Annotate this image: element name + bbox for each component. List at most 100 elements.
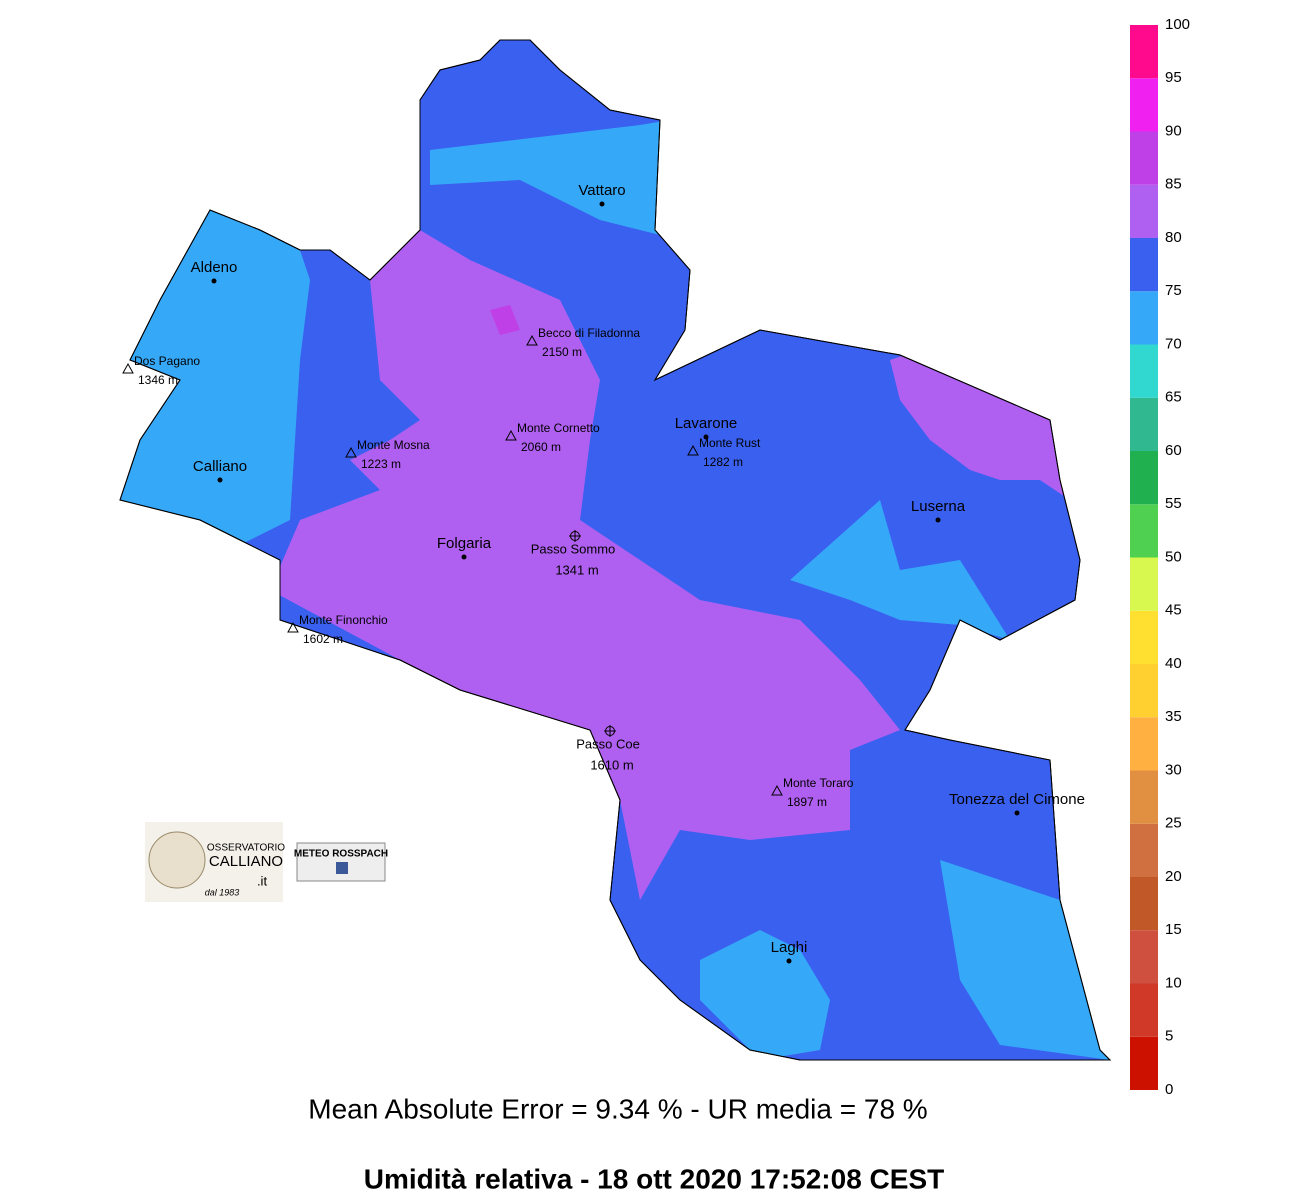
town-dot (217, 477, 223, 483)
color-band (1130, 344, 1158, 398)
colorbar-tick-label: 0 (1165, 1081, 1173, 1098)
peak-name: Monte Toraro (783, 776, 854, 790)
colorbar-tick-label: 25 (1165, 815, 1182, 832)
facebook-icon (336, 862, 348, 874)
peak-name: Becco di Filadonna (538, 326, 640, 340)
pass-elevation: 1610 m (590, 757, 633, 772)
color-band (1130, 504, 1158, 558)
zone-80-85 (270, 230, 900, 900)
town-label: Laghi (771, 939, 808, 956)
color-band (1130, 823, 1158, 877)
colorbar-tick-label: 5 (1165, 1028, 1173, 1045)
town-dot (786, 958, 792, 964)
zone-70-75 (790, 500, 1010, 640)
peak-elevation: 1897 m (787, 795, 827, 809)
peak-name: Monte Finonchio (299, 613, 388, 627)
color-band (1130, 291, 1158, 345)
peak-name: Monte Cornetto (517, 421, 600, 435)
colorbar-tick-label: 10 (1165, 974, 1182, 991)
pass-marker (569, 530, 581, 542)
colorbar-tick-label: 55 (1165, 495, 1182, 512)
area-outline (119, 39, 1112, 1061)
color-band (1130, 451, 1158, 505)
color-band (1130, 238, 1158, 292)
logo-text: CALLIANO (209, 853, 283, 870)
town-dot (935, 517, 941, 523)
zone-80-85 (890, 350, 1070, 500)
town-label: Vattaro (578, 182, 625, 199)
town-dot (599, 201, 605, 207)
color-band (1130, 664, 1158, 718)
logo-text: dal 1983 (205, 887, 240, 897)
logo-emblem (148, 831, 206, 889)
zone-85-90 (490, 305, 520, 335)
color-band (1130, 1036, 1158, 1090)
color-band (1130, 184, 1158, 238)
colorbar-tick-label: 60 (1165, 442, 1182, 459)
stats: Mean Absolute Error = 9.34 % - UR media … (308, 1093, 927, 1124)
peak-marker (526, 334, 538, 346)
peak-elevation: 1282 m (703, 455, 743, 469)
colorbar-tick-label: 30 (1165, 761, 1182, 778)
colorbar-tick-label: 65 (1165, 389, 1182, 406)
color-band (1130, 557, 1158, 611)
town-dot (211, 278, 217, 284)
color-band (1130, 983, 1158, 1037)
colorbar-tick-label: 100 (1165, 16, 1190, 33)
pass-marker (604, 725, 616, 737)
peak-elevation: 1346 m (138, 373, 178, 387)
color-band (1130, 930, 1158, 984)
pass-elevation: 1341 m (555, 562, 598, 577)
zone-70-75 (940, 860, 1110, 1060)
colorbar-tick-label: 90 (1165, 122, 1182, 139)
pass-name: Passo Sommo (531, 541, 616, 556)
color-band (1130, 25, 1158, 79)
logo-text: .it (257, 873, 268, 888)
colorbar-tick-label: 45 (1165, 602, 1182, 619)
peak-marker (122, 362, 134, 374)
peak-marker (287, 621, 299, 633)
logo-facebook: METEO ROSSPACH (294, 842, 388, 882)
town-dot (461, 554, 467, 560)
zone-70-75 (700, 930, 830, 1060)
peak-name: Monte Rust (699, 436, 761, 450)
peak-elevation: 1223 m (361, 457, 401, 471)
peak-elevation: 2060 m (521, 440, 561, 454)
color-band (1130, 770, 1158, 824)
color-band (1130, 610, 1158, 664)
colorbar-tick-label: 85 (1165, 176, 1182, 193)
town-label: Tonezza del Cimone (949, 791, 1085, 808)
peak-marker (505, 429, 517, 441)
town-label: Folgaria (437, 535, 492, 552)
peak-elevation: 2150 m (542, 345, 582, 359)
colorbar-tick-label: 95 (1165, 69, 1182, 86)
colorbar-tick-label: 80 (1165, 229, 1182, 246)
color-band (1130, 78, 1158, 132)
logo-observatory: OSSERVATORIO CALLIANO .it dal 1983 (145, 822, 285, 902)
peak-marker (687, 444, 699, 456)
colorbar-tick-label: 20 (1165, 868, 1182, 885)
peak-name: Dos Pagano (134, 354, 200, 368)
pass-name: Passo Coe (576, 736, 640, 751)
zone-70-75 (430, 120, 670, 235)
colorbar-tick-label: 40 (1165, 655, 1182, 672)
peak-marker (345, 446, 357, 458)
colorbar-tick-label: 70 (1165, 335, 1182, 352)
logo-text: OSSERVATORIO (207, 843, 285, 854)
color-band (1130, 877, 1158, 931)
town-label: Calliano (193, 458, 247, 475)
color-band (1130, 131, 1158, 185)
color-band (1130, 717, 1158, 771)
peak-name: Monte Mosna (357, 438, 430, 452)
peak-marker (771, 784, 783, 796)
town-dot (1014, 810, 1020, 816)
color-band (1130, 397, 1158, 451)
colorbar-tick-label: 50 (1165, 548, 1182, 565)
town-dot (703, 434, 709, 440)
colorbar-tick-label: 75 (1165, 282, 1182, 299)
town-label: Luserna (911, 498, 966, 515)
town-label: Aldeno (191, 259, 238, 276)
logo-text: METEO ROSSPACH (294, 849, 388, 860)
peak-elevation: 1602 m (303, 632, 343, 646)
